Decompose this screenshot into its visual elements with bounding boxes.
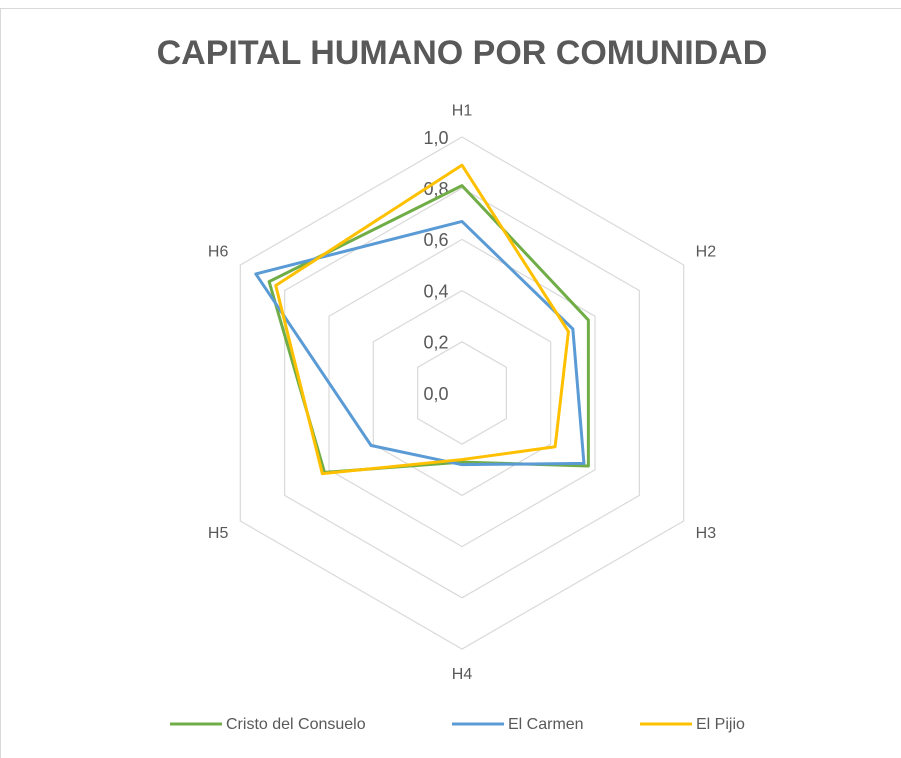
y-tick-label: 0,6: [423, 230, 448, 250]
category-label: H4: [452, 666, 473, 683]
y-tick-label: 0,4: [423, 281, 448, 301]
y-tick-label: 0,2: [423, 333, 448, 353]
series-line: [274, 163, 570, 476]
legend-label: Cristo del Consuelo: [226, 716, 366, 733]
series-line: [254, 219, 586, 467]
grid-line: [284, 187, 640, 599]
category-label: H1: [452, 103, 473, 120]
category-label: H5: [208, 525, 229, 542]
grid-line: [417, 341, 507, 445]
series-line: [267, 184, 590, 474]
category-label: H6: [208, 243, 229, 260]
chart-title: CAPITAL HUMANO POR COMUNIDAD: [157, 34, 768, 72]
grid-line: [372, 289, 552, 497]
category-label: H3: [696, 525, 717, 542]
grid-line: [328, 238, 596, 548]
chart-border: [0, 8, 901, 758]
grid-line: [239, 136, 685, 650]
category-label: H2: [696, 243, 717, 260]
legend-label: El Pijio: [696, 716, 745, 733]
y-tick-label: 0,0: [423, 384, 448, 404]
legend-label: El Carmen: [508, 716, 584, 733]
y-tick-label: 1,0: [423, 128, 448, 148]
